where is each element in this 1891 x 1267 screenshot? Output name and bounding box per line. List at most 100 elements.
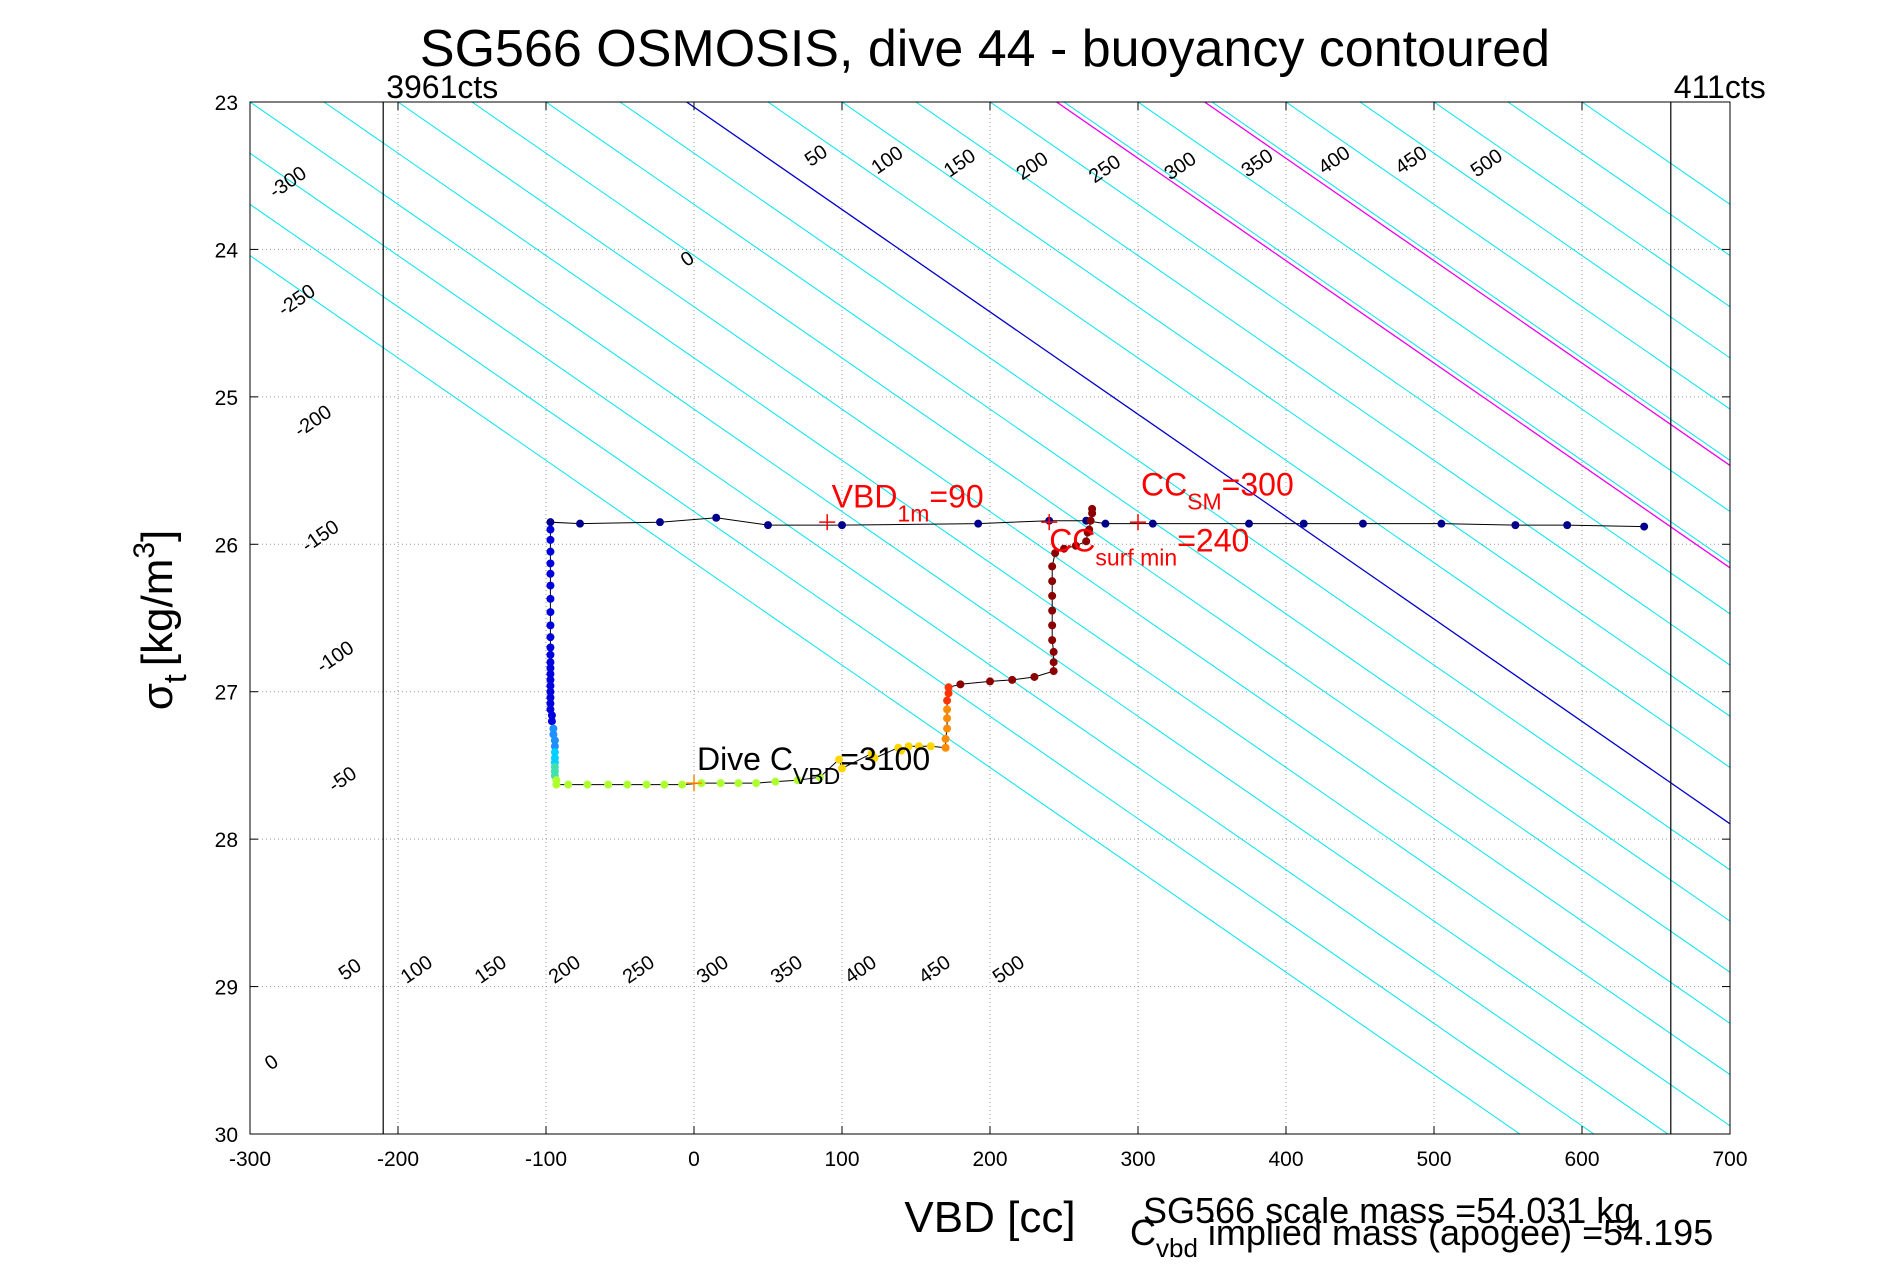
data-point (943, 714, 952, 723)
data-point (734, 779, 743, 788)
contour-label: 250 (1085, 151, 1125, 188)
annotation-sub: 1m (897, 500, 929, 526)
contour-line-cyan (1507, 102, 1730, 257)
x-tick-label: 100 (824, 1148, 859, 1171)
footer-cvbd-implied-mass: Cvbd implied mass (apogee) =54.195 (1130, 1212, 1713, 1262)
data-point (1148, 519, 1157, 528)
chart-title: SG566 OSMOSIS, dive 44 - buoyancy contou… (420, 20, 1550, 78)
contour-line-cyan (1137, 102, 1730, 513)
data-point (1085, 525, 1094, 534)
data-point (941, 734, 950, 743)
data-point (1030, 672, 1039, 681)
data-point (576, 519, 585, 528)
data-point (546, 608, 555, 617)
data-point (1048, 591, 1057, 600)
grid-layer (250, 102, 1730, 1134)
data-point (552, 780, 561, 789)
marker-layer (686, 514, 1146, 792)
annotation: Dive CVBD=3100 (697, 741, 930, 789)
data-point (712, 513, 721, 522)
data-point (655, 518, 664, 527)
data-point (944, 683, 953, 692)
y-tick-label: 25 (215, 387, 238, 410)
x-tick-label: 300 (1120, 1148, 1155, 1171)
contour-label: 500 (1467, 145, 1507, 182)
contour-label: 400 (841, 951, 881, 988)
annotation-main: CC (1049, 523, 1095, 559)
svg-text:σt[kg/m3]: σt [kg/m3] (128, 530, 193, 711)
data-point (546, 559, 555, 568)
data-point (1101, 519, 1110, 528)
contour-label: 350 (767, 951, 807, 988)
data-point (546, 681, 555, 690)
annotation-value: =240 (1177, 523, 1249, 559)
data-point (546, 693, 555, 702)
contour-line-cyan (250, 102, 1730, 1127)
data-point (546, 569, 555, 578)
contour-line-cyan (619, 102, 1730, 871)
contour-line-cyan (1359, 102, 1730, 359)
data-point (974, 519, 983, 528)
x-tick-label: 600 (1564, 1148, 1599, 1171)
limit-line-label: 411cts (1674, 69, 1766, 105)
x-tick-label: -200 (377, 1148, 419, 1171)
data-point (546, 518, 555, 527)
data-point (546, 547, 555, 556)
data-point (716, 779, 725, 788)
limit-layer: 3961cts 411cts (382, 69, 1766, 1134)
data-point (564, 780, 573, 789)
data-point (604, 780, 613, 789)
data-point (1563, 521, 1572, 530)
data-point (547, 717, 556, 726)
y-tick-label: 23 (215, 92, 238, 115)
data-point (1511, 521, 1520, 530)
data-point (546, 664, 555, 673)
tick-layer: -300 -200 -100 0 100 200 300 400 500 600 700232425… (215, 92, 1748, 1171)
contour-label: 0 (677, 247, 699, 271)
data-point (1049, 667, 1058, 676)
y-axis-label-sup: 3 (128, 542, 161, 559)
annotation-value: =3100 (840, 741, 930, 777)
data-point (1048, 636, 1057, 645)
annotation-sub: VBD (793, 763, 840, 789)
x-tick-label: 500 (1416, 1148, 1451, 1171)
contour-label: 150 (940, 145, 980, 182)
contour-line-cyan (1285, 102, 1730, 410)
contour-line-cyan (545, 102, 1730, 922)
contour-label: 200 (545, 951, 585, 988)
contour-line-cyan (841, 102, 1730, 717)
y-tick-label: 24 (215, 239, 239, 262)
data-point (943, 724, 952, 733)
data-point (678, 780, 687, 789)
data-point (1640, 522, 1649, 531)
series-layer (546, 504, 1649, 789)
annotation-sub: surf min (1095, 545, 1177, 571)
data-point (549, 724, 558, 733)
contour-line-cyan (915, 102, 1730, 666)
y-axis-label: σt [kg/m3] (128, 530, 193, 711)
data-point (943, 696, 952, 705)
limit-line-label: 3961cts (386, 69, 498, 105)
data-point (546, 658, 555, 667)
data-point (623, 780, 632, 789)
data-point (1086, 516, 1095, 525)
data-point (1088, 504, 1097, 513)
data-point (546, 670, 555, 679)
footer-scale-mass: SG566 scale mass =54.031 kg (1143, 1190, 1634, 1231)
contour-label: 150 (471, 951, 511, 988)
data-point (642, 780, 651, 789)
data-point (941, 743, 950, 752)
footer-cvbd-rest: implied mass (apogee) =54.195 (1198, 1212, 1713, 1253)
data-point (1008, 675, 1017, 684)
data-point (546, 675, 555, 684)
contour-layer (250, 102, 1730, 1134)
x-tick-label: 0 (688, 1148, 700, 1171)
y-tick-label: 27 (215, 682, 238, 705)
annotation-value: =300 (1222, 467, 1294, 503)
x-axis-label: VBD [cc] (904, 1193, 1075, 1242)
data-point (546, 633, 555, 642)
annotation-sub: SM (1187, 489, 1222, 515)
contour-line-cyan (767, 102, 1730, 769)
